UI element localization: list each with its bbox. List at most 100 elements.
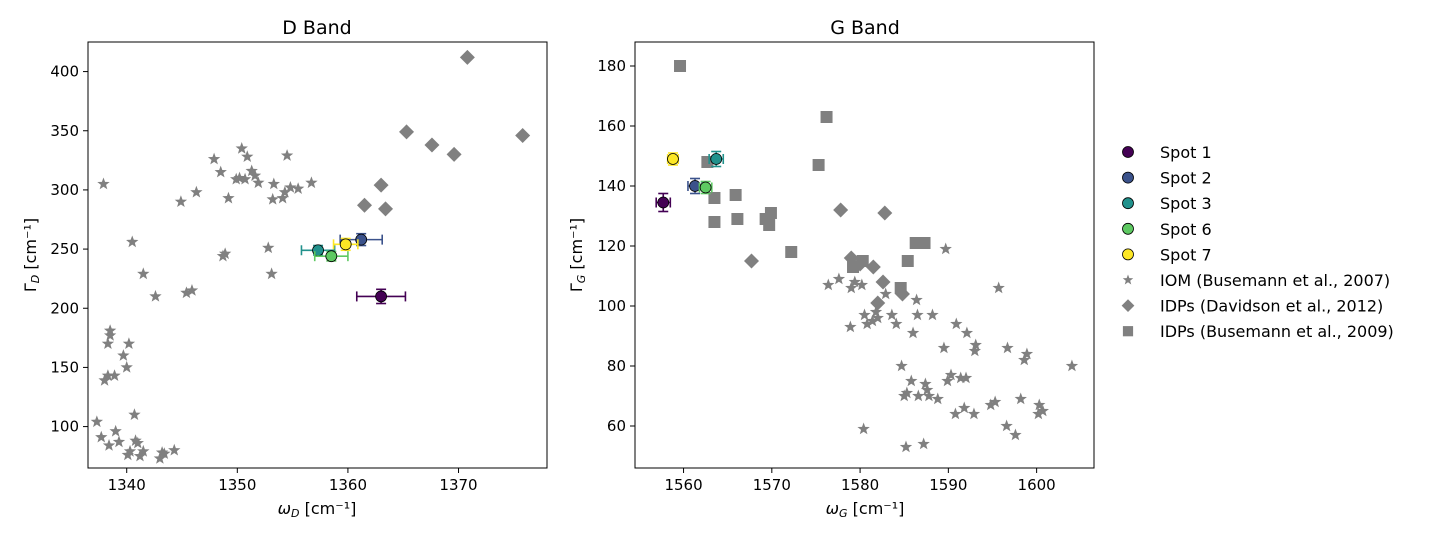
iom-point <box>207 152 221 165</box>
idp-davidson-point <box>378 201 394 217</box>
iom-point <box>238 172 252 185</box>
idp-busemann-point <box>729 189 742 201</box>
iom-point <box>266 192 279 205</box>
idp-busemann-point <box>856 255 869 267</box>
iom-point <box>262 241 275 254</box>
iom-point <box>265 267 278 280</box>
iom-point <box>109 424 122 437</box>
iom-point <box>984 398 997 411</box>
iom-point <box>926 308 939 321</box>
d-band-y-axis-label: ΓD [cm⁻¹] <box>21 218 42 292</box>
y-tick-label: 60 <box>607 417 626 435</box>
idp-davidson-point <box>373 177 389 193</box>
iom-point <box>832 272 846 285</box>
iom-point <box>95 430 108 443</box>
d-band-ticks: 1340 1350 1360 1370 100 150 200 250 300 350 400 <box>50 63 477 494</box>
legend-marker <box>1122 274 1134 285</box>
iom-point <box>126 235 139 248</box>
iom-point <box>968 344 982 357</box>
iom-point <box>149 289 162 302</box>
y-tick-label: 300 <box>50 181 79 199</box>
legend-marker <box>1121 299 1135 312</box>
y-tick-label: 120 <box>597 237 626 255</box>
d-band-plot-frame <box>87 41 548 469</box>
iom-point <box>1001 341 1014 354</box>
iom-point <box>267 177 280 190</box>
spot-point <box>339 238 352 251</box>
iom-point <box>117 349 130 361</box>
y-tick-label: 200 <box>50 299 79 317</box>
iom-point <box>899 440 913 453</box>
x-tick-label: 1590 <box>929 476 967 494</box>
iom-point <box>276 191 289 204</box>
g-band-ticks: 1560 1570 1580 1590 1600 60 80 100 120 140 160 180 <box>597 57 1055 494</box>
iom-point <box>954 371 967 384</box>
x-tick-label: 1340 <box>108 476 146 494</box>
idp-davidson-point <box>870 295 886 311</box>
spot-point <box>325 250 338 263</box>
iom-point <box>910 293 923 306</box>
iom-point <box>1020 347 1034 360</box>
idp-davidson-point <box>399 124 415 140</box>
iom-point <box>248 169 262 181</box>
g-band-marks <box>655 60 1079 453</box>
y-tick-label: 350 <box>50 122 79 140</box>
spot-point <box>710 153 723 165</box>
iom-point <box>131 436 144 449</box>
y-tick-label: 400 <box>50 63 79 81</box>
idp-busemann-point <box>708 216 721 228</box>
iom-point <box>158 447 171 460</box>
legend-label: Spot 3 <box>1160 194 1212 213</box>
x-tick-label: 1350 <box>218 476 256 494</box>
iom-point <box>958 401 971 414</box>
iom-point <box>174 195 188 208</box>
iom-point <box>180 286 193 299</box>
iom-point <box>128 408 141 421</box>
iom-point <box>959 371 973 384</box>
iom-point <box>900 386 914 399</box>
y-tick-label: 140 <box>597 177 626 195</box>
iom-point <box>866 314 879 327</box>
iom-point <box>123 444 137 457</box>
d-band-title: D Band <box>282 17 351 39</box>
iom-point <box>137 267 150 280</box>
iom-point <box>967 407 981 420</box>
y-tick-label: 100 <box>597 297 626 315</box>
iom-point <box>871 311 884 324</box>
iom-point <box>252 176 265 189</box>
iom-point <box>860 317 874 330</box>
iom-point <box>103 324 117 336</box>
iom-point <box>917 437 930 450</box>
iom-point <box>922 389 936 402</box>
iom-point <box>222 191 235 204</box>
iom-point <box>844 320 857 333</box>
spot-point <box>699 181 712 194</box>
iom-point <box>1032 407 1045 420</box>
y-tick-label: 80 <box>607 357 626 375</box>
iom-point <box>291 182 305 194</box>
iom-point <box>235 142 248 154</box>
y-tick-label: 100 <box>50 418 79 436</box>
legend-label: IDPs (Busemann et al., 2009) <box>1160 322 1394 341</box>
x-tick-label: 1360 <box>329 476 367 494</box>
iom-point <box>949 407 962 420</box>
iom-point <box>153 452 167 464</box>
iom-point <box>944 368 958 381</box>
iom-point <box>241 150 254 163</box>
iom-point <box>937 341 951 354</box>
idp-davidson-point <box>357 197 373 213</box>
iom-point <box>185 284 199 296</box>
iom-point <box>890 317 903 330</box>
iom-point <box>280 149 294 161</box>
legend-label: IOM (Busemann et al., 2007) <box>1160 271 1390 290</box>
idp-busemann-point <box>763 219 776 231</box>
iom-point <box>941 374 954 387</box>
x-tick-label: 1570 <box>753 476 791 494</box>
iom-point <box>960 326 974 339</box>
iom-point <box>848 275 861 288</box>
iom-point <box>988 395 1002 408</box>
x-tick-label: 1600 <box>1018 476 1056 494</box>
iom-point <box>1018 353 1031 366</box>
iom-point <box>305 176 318 189</box>
spot-point <box>657 196 670 209</box>
